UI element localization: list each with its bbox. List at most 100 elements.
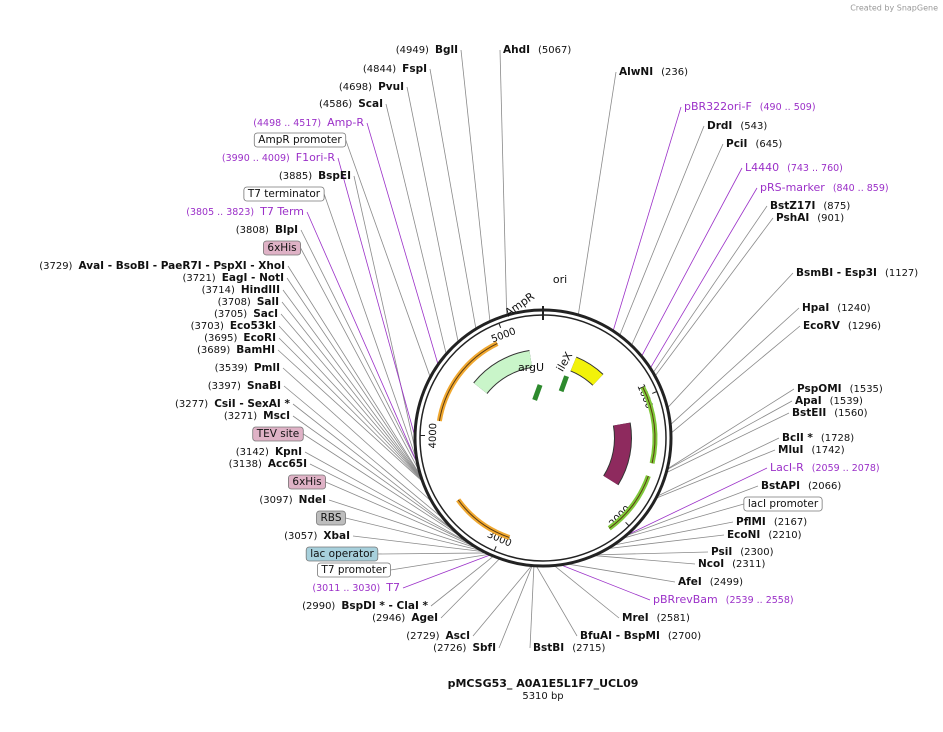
position: (490 .. 509)	[760, 102, 816, 113]
name: Eco53kI	[230, 320, 276, 332]
box	[317, 562, 391, 578]
site-label: PsiI (2300)	[711, 546, 774, 558]
position: (3097)	[259, 495, 292, 506]
leader-line	[304, 451, 474, 546]
position: (3990 .. 4009)	[222, 153, 290, 164]
site-label: PspOMI (1535)	[797, 383, 883, 395]
site-label: (3695) EcoRI	[204, 332, 276, 344]
site-label: HpaI (1240)	[802, 302, 871, 314]
name: BstAPI	[761, 480, 800, 492]
leader-line	[607, 534, 725, 550]
feature-mark	[532, 384, 543, 401]
site-label: MluI (1742)	[778, 444, 845, 456]
leader-line	[652, 205, 768, 373]
name: BstEII	[792, 407, 826, 419]
leader-line	[472, 565, 533, 637]
position: (1728)	[821, 433, 854, 444]
leader-line	[595, 551, 709, 556]
box	[253, 132, 347, 148]
feature-box: 6xHis	[288, 474, 326, 490]
position: (2729)	[406, 631, 439, 642]
position: (4844)	[363, 64, 396, 75]
name: BspEI	[318, 170, 351, 182]
name: MreI	[622, 612, 649, 624]
position: (2059 .. 2078)	[812, 463, 880, 474]
site-label: DrdI (543)	[707, 120, 767, 132]
position: (3729)	[39, 261, 72, 272]
leader-line	[566, 563, 676, 583]
leader-line	[553, 565, 620, 619]
position: (3714)	[202, 285, 235, 296]
site-label: (3271) MscI	[224, 410, 290, 422]
box	[288, 474, 326, 490]
position: (3397)	[208, 381, 241, 392]
name: PciI	[726, 138, 747, 150]
leader-line	[666, 388, 795, 470]
name: PflMI	[736, 516, 766, 528]
name: EcoNI	[727, 529, 760, 541]
feature-label: lacI	[587, 342, 606, 364]
site-label: (3138) Acc65I	[229, 458, 307, 470]
leader-line	[625, 485, 759, 537]
position: (875)	[823, 201, 850, 212]
feature-label: T7 terminator	[247, 188, 321, 200]
leader-line	[593, 555, 696, 565]
feature-arc-core	[642, 387, 656, 464]
leader-line	[529, 565, 535, 649]
position: (4698)	[339, 82, 372, 93]
site-label: (2990) BspDI * - ClaI *	[302, 600, 428, 612]
leader-line	[292, 415, 458, 534]
feature-arc-core	[608, 475, 649, 529]
leader-line	[641, 167, 743, 357]
tick-label: 4000	[428, 423, 440, 449]
leader-line	[281, 301, 423, 480]
leader-line	[654, 217, 774, 377]
feature-arrow	[603, 422, 631, 485]
position: (2990)	[302, 601, 335, 612]
site-label: BstZ17I (875)	[770, 200, 850, 212]
site-label: EcoRV (1296)	[803, 320, 881, 332]
leader-line	[345, 517, 483, 552]
position: (3805 .. 3823)	[186, 207, 254, 218]
position: (3705)	[214, 309, 247, 320]
position: (2499)	[710, 577, 743, 588]
tick-mark	[652, 391, 658, 394]
name: T7	[385, 581, 400, 594]
leader-line	[535, 565, 578, 637]
site-label: AfeI (2499)	[678, 576, 743, 588]
site-label: (3885) BspEI	[279, 170, 351, 182]
name: NdeI	[299, 494, 326, 506]
tick-mark	[493, 546, 497, 552]
site-label: PciI (645)	[726, 138, 782, 150]
site-label: (2729) AscI	[406, 630, 470, 642]
leader-line	[390, 553, 490, 571]
position: (901)	[817, 213, 844, 224]
feature-box: RBS	[316, 510, 346, 526]
position: (1742)	[811, 445, 844, 456]
name: BspDI * - ClaI *	[341, 600, 428, 612]
site-label: (3689) BamHI	[197, 344, 275, 356]
feature-box: 6xHis	[263, 240, 301, 256]
name: HindIII	[241, 284, 280, 296]
leader-line	[460, 49, 491, 322]
site-label: (4844) FspI	[363, 63, 427, 75]
box	[252, 426, 304, 442]
leader-line	[282, 289, 422, 479]
leader-line	[440, 558, 501, 619]
leader-line	[345, 139, 431, 378]
leader-line	[667, 272, 794, 409]
leader-line	[625, 467, 768, 536]
position: (2700)	[668, 631, 701, 642]
credit: Created by SnapGene	[850, 4, 938, 13]
feature-label: RBS	[321, 512, 342, 524]
position: (4949)	[396, 45, 429, 56]
feature-mark	[558, 375, 569, 393]
name: MscI	[263, 410, 290, 422]
feature-label: T7 promoter	[320, 564, 387, 576]
name: BstBI	[533, 642, 564, 654]
primer-label: pRS-marker (840 .. 859)	[760, 181, 889, 194]
box	[263, 240, 301, 256]
feature-box: lacI promoter	[743, 496, 823, 512]
name: SacI	[253, 308, 278, 320]
leader-line	[670, 307, 800, 426]
